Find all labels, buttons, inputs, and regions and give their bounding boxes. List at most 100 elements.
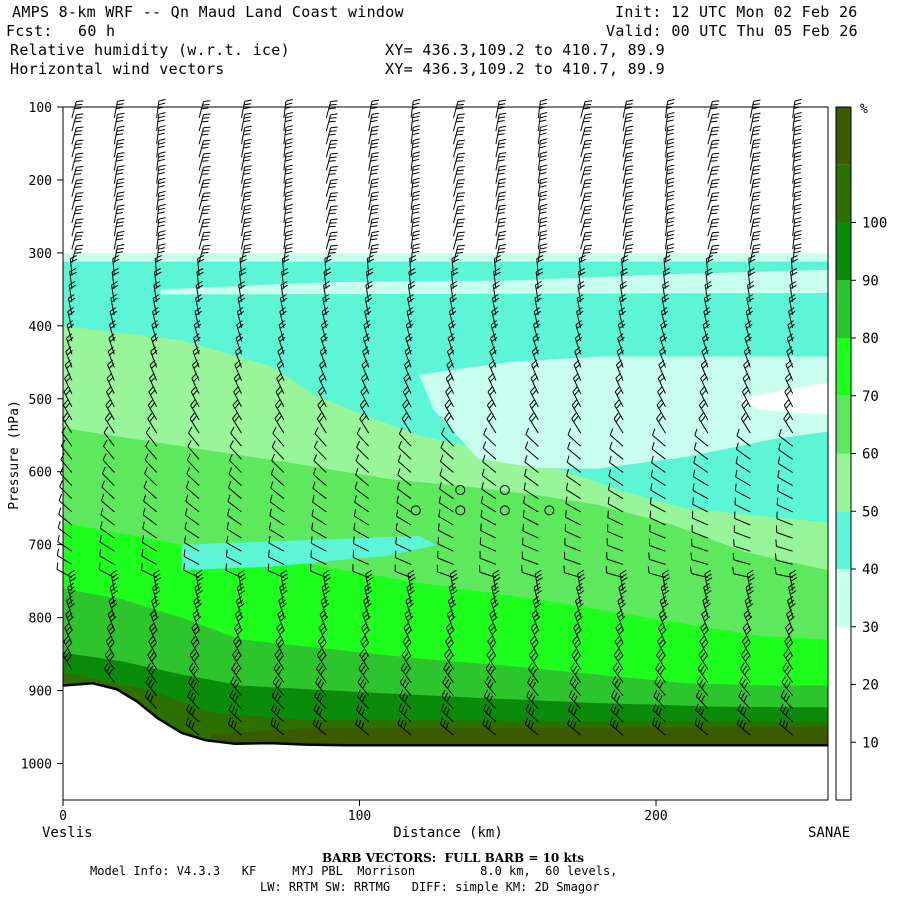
wind-barb [747, 268, 756, 289]
wind-barb [322, 294, 330, 316]
wind-barb [565, 510, 581, 526]
wind-barb [779, 703, 794, 723]
wind-barb [691, 511, 709, 526]
wind-barb [410, 230, 421, 250]
wind-barb [445, 372, 454, 394]
wind-barb [398, 440, 412, 460]
wind-barb [318, 372, 327, 394]
wind-barb [274, 412, 285, 434]
wind-barb [441, 427, 454, 447]
wind-barb [198, 113, 211, 132]
wind-barb [537, 125, 548, 145]
wind-barb [652, 428, 666, 447]
wind-barb [486, 649, 497, 670]
wind-barb [658, 609, 668, 631]
wind-barb [112, 255, 120, 276]
wind-barb [611, 676, 624, 697]
wind-barb [789, 281, 797, 302]
wind-barb [233, 372, 242, 394]
field-rh-xy: XY= 436.3,109.2 to 410.7, 89.9 [385, 41, 665, 59]
wind-barb [495, 178, 507, 197]
wind-barb [241, 191, 252, 210]
right-endpoint-label: SANAE [808, 825, 850, 841]
wind-barb [71, 179, 84, 197]
calm-marker [410, 505, 421, 516]
calm-marker [455, 505, 466, 516]
wind-barb [528, 412, 539, 434]
wind-barb [396, 509, 412, 526]
wind-barb [695, 703, 709, 723]
wind-barb [237, 569, 246, 591]
wind-barb [271, 689, 285, 710]
wind-barb [781, 676, 794, 697]
wind-barb [145, 439, 158, 460]
wind-barb [495, 152, 507, 171]
wind-barb [368, 99, 379, 118]
wind-barb [102, 453, 115, 473]
wind-barb [649, 510, 666, 526]
wind-barb [747, 281, 755, 302]
wind-barb [568, 689, 582, 710]
wind-barb [105, 635, 115, 657]
wind-barb [409, 255, 417, 276]
wind-barb [609, 428, 624, 447]
wind-barb [437, 523, 454, 539]
wind-barb [537, 151, 548, 171]
wind-barb [536, 255, 544, 276]
wind-barb [283, 217, 293, 237]
wind-barb [232, 399, 242, 421]
init-time: Init: 12 UTC Mon 02 Feb 26 [615, 3, 858, 21]
field-name-rh: Relative humidity (w.r.t. ice) [10, 41, 290, 59]
wind-barb [790, 255, 799, 276]
wind-barb [398, 703, 412, 723]
wind-barb [735, 456, 751, 473]
wind-barb [398, 427, 412, 447]
wind-barb [662, 268, 671, 289]
wind-barb [310, 536, 327, 552]
wind-barb [580, 205, 593, 224]
wind-barb [397, 717, 412, 736]
wind-barb [523, 482, 539, 500]
wind-barb [652, 717, 666, 736]
wind-barb [537, 112, 548, 132]
wind-barb [700, 622, 710, 644]
wind-barb [622, 112, 634, 132]
wind-barb [402, 635, 412, 657]
wind-barb [276, 372, 285, 394]
wind-barb [399, 689, 412, 710]
wind-barb [660, 307, 669, 329]
wind-barb [280, 569, 289, 591]
wind-barb [272, 426, 285, 447]
wind-barb [355, 467, 370, 486]
wind-barb [407, 281, 416, 302]
wind-barb [101, 466, 115, 486]
wind-barb [310, 550, 327, 565]
wind-barb [665, 125, 675, 145]
wind-barb [101, 480, 115, 500]
wind-barb [705, 268, 713, 289]
wind-barb [704, 569, 713, 591]
wind-barb [410, 190, 421, 210]
calm-marker [544, 505, 555, 516]
wind-barb [71, 218, 84, 237]
wind-barb [234, 609, 244, 631]
wind-barb [739, 676, 751, 697]
wind-barb [241, 152, 252, 171]
wind-barb [448, 307, 457, 329]
wind-barb [195, 569, 204, 591]
colorbar-label: 50 [862, 504, 879, 520]
wind-barb [438, 495, 454, 513]
wind-barb [734, 483, 751, 500]
wind-barb [446, 609, 456, 631]
wind-barb [444, 635, 454, 657]
wind-barb [775, 539, 793, 552]
wind-barb [481, 468, 497, 487]
wind-barb [493, 268, 501, 289]
wind-barb [241, 165, 252, 184]
wind-barb [614, 635, 624, 657]
rh-region-10 [240, 406, 318, 428]
wind-barb [453, 126, 465, 145]
colorbar-unit: % [860, 102, 868, 117]
wind-barb [741, 635, 751, 657]
wind-barb [241, 244, 252, 263]
